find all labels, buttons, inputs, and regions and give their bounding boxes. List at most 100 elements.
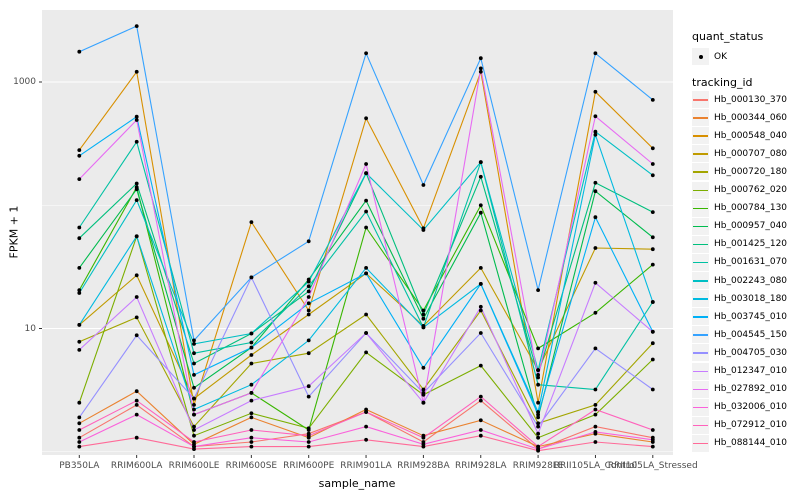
data-point	[650, 235, 655, 240]
ok-point-icon	[692, 48, 709, 65]
data-point	[593, 430, 598, 434]
x-axis-tick-label: RRII105LA_Stressed	[607, 461, 698, 471]
data-point	[593, 246, 598, 250]
data-point	[536, 444, 540, 449]
data-point	[249, 382, 254, 387]
legend-item: Hb_001631_070	[692, 253, 787, 271]
legend-item-label: Hb_000720_180	[714, 166, 788, 177]
data-point	[77, 148, 82, 153]
legend-item: Hb_012347_010	[692, 362, 788, 380]
data-point	[192, 428, 196, 432]
data-point	[249, 331, 254, 336]
data-point	[364, 271, 368, 276]
data-point	[134, 273, 139, 278]
data-point	[306, 433, 311, 438]
data-point	[306, 444, 311, 449]
data-point	[134, 234, 139, 239]
legend-item: Hb_000957_040	[692, 217, 787, 235]
data-point	[249, 340, 254, 345]
x-axis-tick-label: RRIM600LA	[110, 461, 163, 471]
legend-item: Hb_000784_130	[692, 199, 788, 217]
data-point	[536, 373, 540, 377]
data-point	[478, 282, 483, 286]
data-point	[306, 279, 311, 284]
data-point	[192, 342, 196, 346]
data-point	[134, 118, 139, 122]
x-axis-title: sample_name	[318, 477, 396, 490]
data-point	[306, 338, 311, 343]
data-point	[478, 174, 483, 179]
data-point	[593, 346, 598, 351]
data-point	[536, 400, 540, 405]
legend-key-swatch	[692, 145, 709, 163]
data-point	[650, 262, 655, 267]
legend-title-quant-status: quant_status	[692, 30, 764, 43]
data-point	[249, 361, 254, 366]
legend-item-label: Hb_012347_010	[714, 366, 788, 376]
data-point	[306, 239, 311, 244]
data-point	[478, 394, 483, 399]
data-point	[478, 308, 483, 313]
legend-item: Hb_072912_010	[692, 416, 787, 434]
data-point	[650, 437, 655, 442]
data-point	[306, 284, 311, 289]
data-point	[478, 203, 483, 208]
data-point	[77, 153, 82, 158]
data-point	[249, 435, 254, 440]
data-point	[249, 428, 254, 432]
data-point	[306, 295, 311, 299]
data-point	[536, 435, 540, 440]
x-axis-tick-label: RRIM600PE	[283, 461, 335, 471]
legend-key-swatch	[692, 217, 709, 235]
data-point	[249, 411, 254, 416]
data-point	[77, 421, 82, 426]
data-point	[364, 225, 368, 230]
legend-item-label: Hb_000784_130	[714, 203, 788, 214]
data-point	[192, 412, 196, 417]
legend-item-label: Hb_000707_080	[714, 148, 788, 159]
data-point	[134, 139, 139, 144]
data-point	[478, 304, 483, 309]
data-point	[249, 444, 254, 449]
data-point	[364, 171, 368, 176]
legend-key-swatch	[692, 344, 709, 362]
data-point	[478, 69, 483, 74]
data-point	[306, 312, 311, 317]
data-point	[421, 387, 426, 392]
data-point	[134, 114, 139, 119]
data-point	[536, 421, 540, 426]
data-point	[421, 400, 426, 405]
legend-item: Hb_088144_010	[692, 434, 787, 452]
data-point	[134, 69, 139, 74]
data-point	[593, 310, 598, 315]
data-point	[77, 225, 82, 230]
legend-item-label: Hb_002243_080	[714, 275, 788, 286]
data-point	[650, 173, 655, 178]
data-point	[421, 365, 426, 370]
legend-item: Hb_000130_370	[692, 91, 787, 108]
data-point	[593, 215, 598, 220]
data-point	[650, 357, 655, 362]
data-point	[77, 177, 82, 182]
legend-item-label: Hb_003018_180	[714, 293, 788, 304]
legend-item-label: OK	[714, 51, 727, 62]
legend-key-swatch	[692, 91, 709, 108]
data-point	[134, 187, 139, 192]
data-point	[77, 291, 82, 295]
data-point	[306, 301, 311, 306]
data-point	[192, 373, 196, 377]
legend-item-label: Hb_003745_010	[714, 311, 788, 322]
legend-key-swatch	[692, 235, 709, 253]
x-axis-tick-label: RRIM928LA	[455, 461, 507, 471]
legend-key-swatch	[692, 362, 709, 380]
legend-item-label: Hb_000762_020	[714, 185, 788, 195]
legend-key-swatch	[692, 380, 709, 398]
legend-item: Hb_000344_060	[692, 109, 787, 127]
data-point	[77, 400, 82, 405]
data-point	[306, 351, 311, 356]
data-point	[249, 220, 254, 225]
legend-item: Hb_000720_180	[692, 163, 788, 181]
data-point	[134, 181, 139, 186]
data-point	[192, 351, 196, 356]
